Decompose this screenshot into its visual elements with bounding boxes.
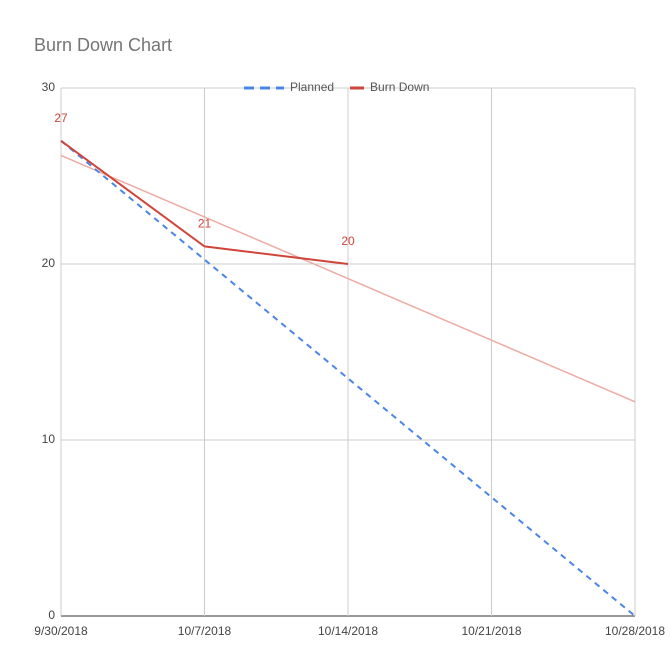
y-tick-label: 0 [48,608,55,622]
data-label: 27 [54,111,68,125]
legend-label: Burn Down [370,80,429,94]
legend-label: Planned [290,80,334,94]
x-tick-label: 10/7/2018 [178,624,232,638]
x-tick-label: 10/14/2018 [318,624,378,638]
chart-title: Burn Down Chart [34,35,172,55]
series-line [60,140,636,617]
y-tick-label: 10 [42,432,56,446]
x-tick-label: 10/28/2018 [605,624,665,638]
x-tick-label: 9/30/2018 [34,624,88,638]
data-label: 21 [198,217,212,231]
y-tick-label: 20 [42,256,56,270]
trendline [60,154,636,403]
x-tick-label: 10/21/2018 [461,624,521,638]
data-label: 20 [341,234,355,248]
series-line [60,139,349,265]
y-tick-label: 30 [42,80,56,94]
